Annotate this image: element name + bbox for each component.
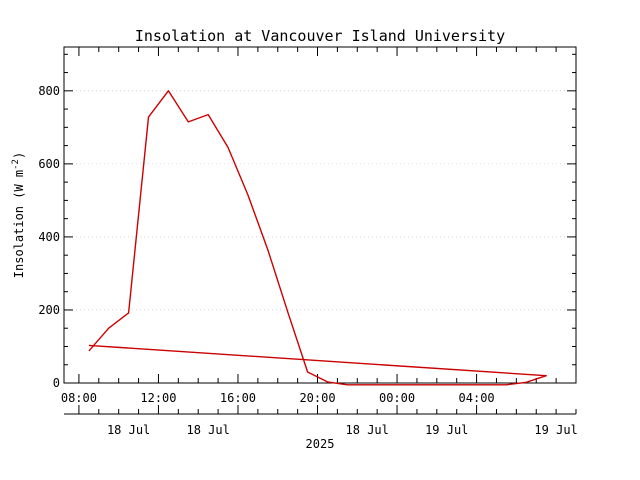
plot-area-frame: [63, 46, 577, 384]
y-axis-label-superscript: -2: [11, 159, 21, 170]
x-date-label: 19 Jul: [425, 423, 468, 437]
x-date-label: 19 Jul: [534, 423, 577, 437]
y-axis-label-text: Insolation (W m: [12, 170, 26, 278]
chart-title: Insolation at Vancouver Island Universit…: [135, 27, 505, 45]
x-time-label: 04:00: [459, 391, 495, 405]
grid-lines: [64, 90, 576, 384]
y-tick-label: 0: [53, 376, 60, 390]
y-tick-label: 200: [38, 303, 60, 317]
x-date-label: 18 Jul: [346, 423, 389, 437]
y-tick-label: 800: [38, 84, 60, 98]
x-time-label: 00:00: [379, 391, 415, 405]
y-tick-label: 600: [38, 157, 60, 171]
x-time-label: 12:00: [140, 391, 176, 405]
axis-ticks: [64, 47, 577, 414]
y-axis-label: Insolation (W m-2): [11, 152, 26, 278]
x-time-label: 20:00: [299, 391, 335, 405]
x-time-label: 08:00: [61, 391, 97, 405]
y-tick-labels: 0 200 400 600 800: [38, 84, 60, 390]
x-date-label: 18 Jul: [186, 423, 229, 437]
x-axis-labels: 12:00 16:00 20:00 00:00 04:00 08:00 18 Jul 18 J…: [61, 391, 578, 437]
x-time-label: 16:00: [220, 391, 256, 405]
series-line: [88, 90, 547, 386]
y-tick-label: 400: [38, 230, 60, 244]
y-axis-label-close: ): [12, 152, 26, 159]
x-year-label: 2025: [306, 437, 335, 451]
series-group: [88, 90, 547, 386]
x-date-label: 18 Jul: [107, 423, 150, 437]
